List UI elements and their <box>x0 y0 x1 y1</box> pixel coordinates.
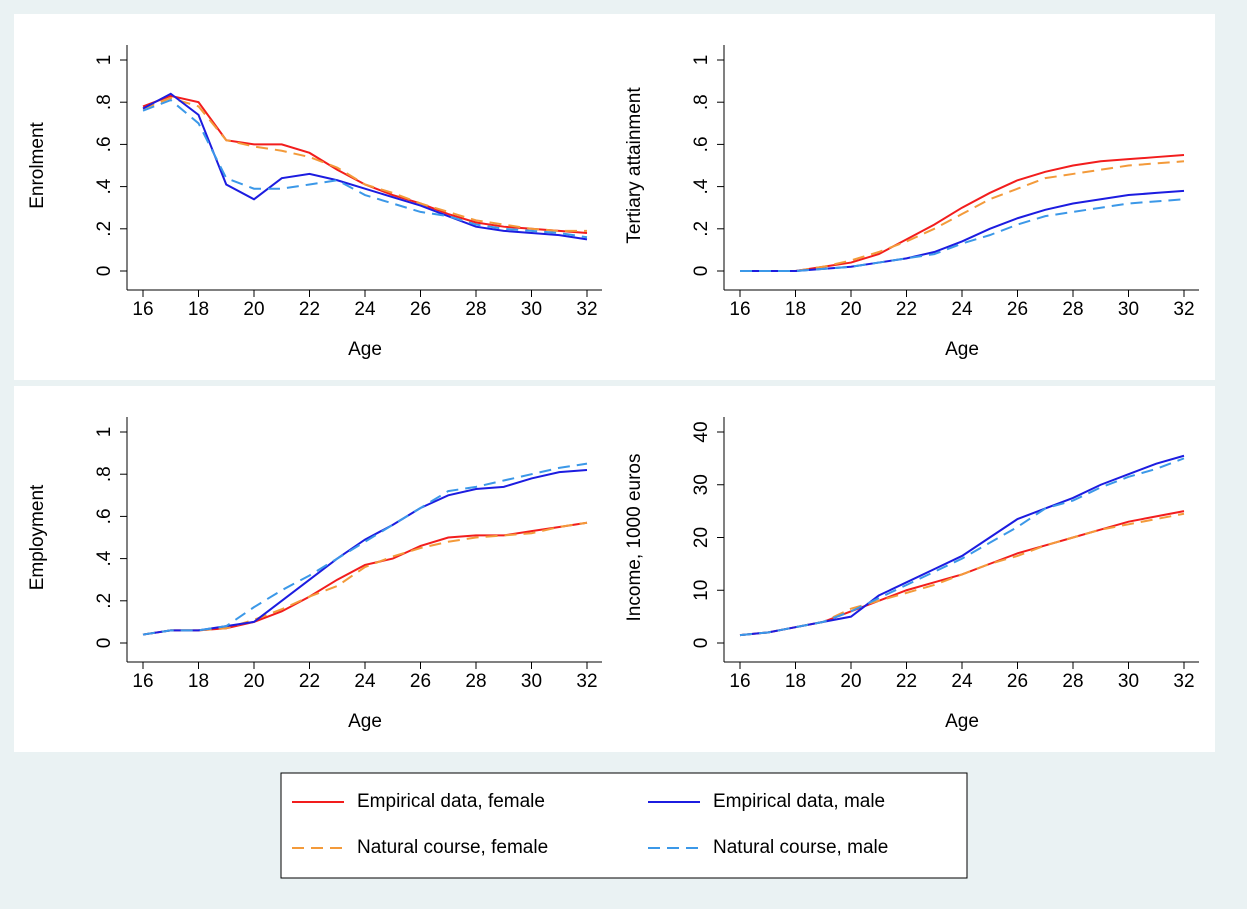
x-axis-label: Age <box>945 339 979 360</box>
y-axis-label: Enrolment <box>27 121 48 208</box>
series-line <box>740 160 1185 272</box>
x-tick-label: 18 <box>188 671 209 692</box>
panel: 0 .2 .4 .6 .8 1 16 18 20 22 24 26 28 30 32 Age Employmen… <box>14 386 618 752</box>
x-tick-label: 28 <box>465 671 486 692</box>
x-axis-label: Age <box>348 711 382 732</box>
x-tick-label: 28 <box>1062 671 1083 692</box>
x-tick-label: 22 <box>896 671 917 692</box>
x-tick-label: 20 <box>243 299 264 320</box>
y-tick-label: 0 <box>94 638 115 649</box>
x-tick-label: 18 <box>785 671 806 692</box>
x-tick-label: 30 <box>1118 671 1139 692</box>
series-line <box>739 457 1185 637</box>
y-tick-label: 30 <box>691 474 712 495</box>
y-tick-label: .2 <box>691 221 712 237</box>
x-tick-label: 22 <box>299 299 320 320</box>
y-tick-label: 0 <box>691 638 712 649</box>
y-axis-label: Employment <box>27 484 48 590</box>
series-line <box>142 521 588 636</box>
y-tick-label: 20 <box>691 527 712 548</box>
x-tick-label: 22 <box>896 299 917 320</box>
legend-label: Empirical data, female <box>357 791 545 812</box>
panel: 0 10 20 30 40 16 18 20 22 24 26 28 30 32 Age Income, 10… <box>611 386 1215 752</box>
x-tick-label: 32 <box>576 299 597 320</box>
y-axis-label: Tertiary attainment <box>624 87 645 244</box>
panel: 0 .2 .4 .6 .8 1 16 18 20 22 24 26 28 30 32 Age Enrolment <box>14 14 618 380</box>
y-tick-label: .6 <box>691 136 712 152</box>
y-tick-label: .8 <box>691 94 712 110</box>
series-line <box>142 462 588 636</box>
x-tick-label: 16 <box>132 299 153 320</box>
x-tick-label: 20 <box>840 299 861 320</box>
y-tick-label: 40 <box>691 421 712 442</box>
y-tick-label: 0 <box>94 266 115 277</box>
x-tick-label: 26 <box>410 299 431 320</box>
x-tick-label: 18 <box>785 299 806 320</box>
series-line <box>739 512 1185 637</box>
x-tick-label: 26 <box>410 671 431 692</box>
legend-box <box>280 772 968 879</box>
panel-background <box>14 14 618 380</box>
x-tick-label: 30 <box>521 671 542 692</box>
x-tick-label: 32 <box>1173 671 1194 692</box>
x-tick-label: 26 <box>1007 299 1028 320</box>
y-tick-label: 1 <box>94 55 115 66</box>
y-tick-label: 1 <box>94 427 115 438</box>
x-tick-label: 24 <box>951 671 973 692</box>
y-tick-label: 10 <box>691 580 712 601</box>
y-axis-label: Income, 1000 euros <box>624 454 645 622</box>
panel-background <box>611 386 1215 752</box>
y-tick-label: .8 <box>94 466 115 482</box>
x-tick-label: 26 <box>1007 671 1028 692</box>
x-tick-label: 30 <box>521 299 542 320</box>
y-tick-label: .4 <box>94 550 115 566</box>
y-tick-label: .6 <box>94 136 115 152</box>
y-tick-label: .6 <box>94 508 115 524</box>
x-tick-label: 30 <box>1118 299 1139 320</box>
x-axis-label: Age <box>348 339 382 360</box>
series-line <box>142 98 588 239</box>
series-line <box>142 96 587 232</box>
x-tick-label: 28 <box>465 299 486 320</box>
series-line <box>142 468 588 636</box>
x-tick-label: 16 <box>729 299 750 320</box>
x-tick-label: 18 <box>188 299 209 320</box>
y-tick-label: .4 <box>691 178 712 194</box>
y-tick-label: .8 <box>94 94 115 110</box>
panel: 0 .2 .4 .6 .8 1 16 18 20 22 24 26 28 30 32 Age Tertiary … <box>611 14 1215 380</box>
legend: Empirical data, female Natural course, fe… <box>280 772 968 879</box>
panel-background <box>14 386 618 752</box>
legend-label: Natural course, male <box>713 837 888 858</box>
x-tick-label: 16 <box>132 671 153 692</box>
series-line <box>739 454 1185 637</box>
y-tick-label: .4 <box>94 178 115 194</box>
x-tick-label: 20 <box>840 671 861 692</box>
x-tick-label: 24 <box>354 299 376 320</box>
legend-label: Empirical data, male <box>713 791 885 812</box>
y-tick-label: 1 <box>691 55 712 66</box>
x-tick-label: 24 <box>951 299 973 320</box>
y-tick-label: .2 <box>94 221 115 237</box>
panel-background <box>611 14 1215 380</box>
x-tick-label: 28 <box>1062 299 1083 320</box>
y-tick-label: 0 <box>691 266 712 277</box>
x-tick-label: 32 <box>576 671 597 692</box>
x-tick-label: 22 <box>299 671 320 692</box>
y-tick-label: .2 <box>94 593 115 609</box>
legend-label: Natural course, female <box>357 837 548 858</box>
x-tick-label: 16 <box>729 671 750 692</box>
x-tick-label: 20 <box>243 671 264 692</box>
x-axis-label: Age <box>945 711 979 732</box>
series-line <box>740 153 1185 272</box>
series-line <box>740 189 1185 272</box>
series-line <box>142 92 588 241</box>
x-tick-label: 24 <box>354 671 376 692</box>
x-tick-label: 32 <box>1173 299 1194 320</box>
